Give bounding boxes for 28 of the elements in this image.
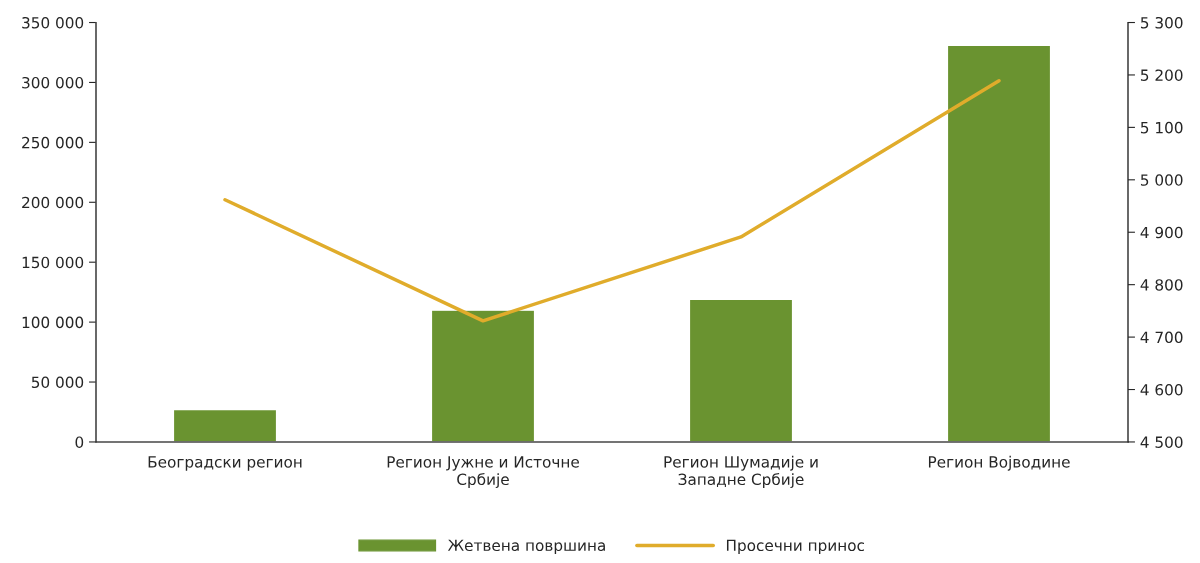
y2-tick-label: 5 000 — [1140, 174, 1183, 186]
y-tick-label: 200 000 — [22, 196, 84, 209]
x-tick-label: Београдски регион — [148, 456, 302, 471]
y2-tick-label: 4 600 — [1140, 383, 1183, 396]
bar — [946, 44, 1052, 442]
x-tick-label: Регион Шумадије и Западне Србије — [664, 455, 818, 489]
y2-tick-label: 5 300 — [1140, 16, 1183, 29]
y-tick-label: 150 000 — [22, 256, 84, 269]
y-tick-label: 350 000 — [22, 16, 84, 29]
y-tick-label: 300 000 — [22, 76, 84, 89]
y2-tick-label: 4 900 — [1140, 226, 1183, 239]
y-tick-label: 0 — [75, 436, 84, 448]
line-series — [223, 78, 1001, 323]
legend-label: Просечни принос — [726, 539, 865, 555]
y-tick-label: 250 000 — [22, 136, 84, 149]
x-tick-label: Регион Јужне и Источне Србије — [387, 456, 579, 489]
y2-tick-label: 4 500 — [1140, 436, 1183, 448]
x-tick-label: Регион Војводине — [928, 455, 1070, 471]
bar — [688, 298, 794, 442]
y2-tick-label: 5 200 — [1140, 69, 1183, 81]
y2-tick-label: 4 700 — [1140, 331, 1183, 344]
y-tick-label: 100 000 — [22, 316, 84, 329]
legend-label: Жетвена површина — [447, 539, 605, 555]
bar — [172, 408, 278, 442]
bar — [430, 309, 536, 442]
y2-tick-label: 4 800 — [1140, 279, 1183, 291]
y-tick-label: 50 000 — [31, 376, 84, 389]
y2-tick-label: 5 100 — [1140, 121, 1183, 134]
